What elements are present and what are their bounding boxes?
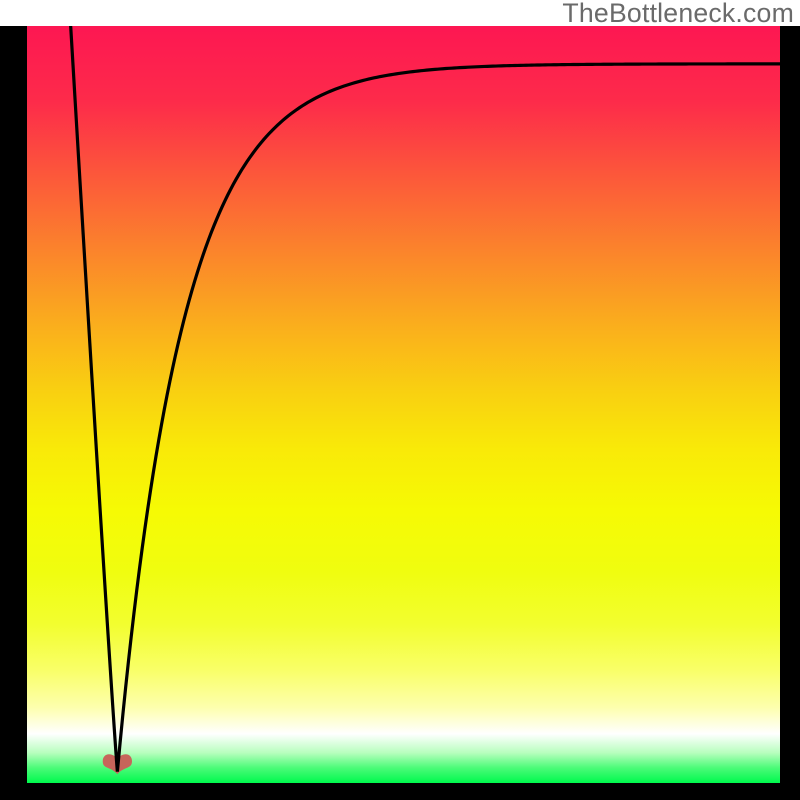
bottleneck-chart bbox=[0, 0, 800, 800]
gradient-background bbox=[27, 26, 780, 783]
chart-root: TheBottleneck.com bbox=[0, 0, 800, 800]
watermark-text: TheBottleneck.com bbox=[562, 0, 794, 29]
